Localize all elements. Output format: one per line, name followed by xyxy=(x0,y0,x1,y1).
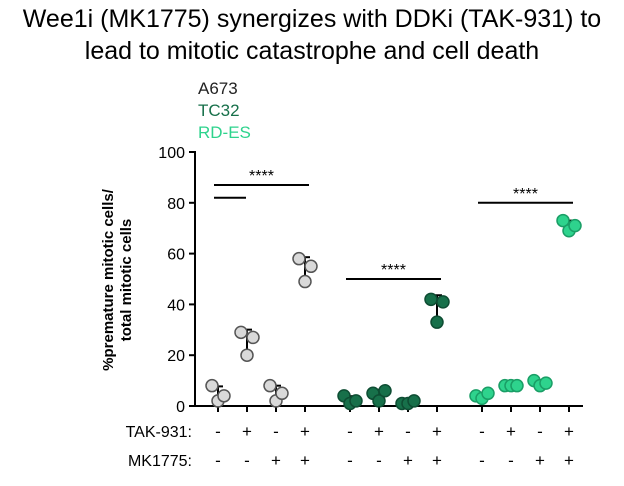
data-point xyxy=(430,315,444,329)
data-point xyxy=(481,386,495,401)
y-tick-label: 0 xyxy=(176,399,185,416)
condition-sign: + xyxy=(564,451,574,470)
data-point xyxy=(372,394,386,408)
y-tick-label: 100 xyxy=(158,145,185,162)
data-point xyxy=(510,378,524,393)
data-point xyxy=(275,386,289,401)
condition-sign: + xyxy=(432,422,442,441)
data-point xyxy=(424,292,438,307)
condition-sign: - xyxy=(273,422,279,441)
data-point xyxy=(292,251,306,266)
data-point xyxy=(407,394,421,408)
condition-sign: - xyxy=(244,451,250,470)
condition-sign: - xyxy=(479,422,485,441)
legend-entry: TC32 xyxy=(198,101,240,120)
condition-sign: - xyxy=(215,422,221,441)
condition-sign: - xyxy=(479,451,485,470)
condition-sign: - xyxy=(347,422,353,441)
condition-sign: + xyxy=(242,422,252,441)
significance-label: **** xyxy=(381,262,406,279)
condition-row-label: MK1775: xyxy=(128,453,192,470)
y-axis-label-line-2: total mitotic cells xyxy=(118,219,135,342)
legend-entry: A673 xyxy=(198,79,238,98)
condition-sign: + xyxy=(564,422,574,441)
chart-title-line-1: Wee1i (MK1775) synergizes with DDKi (TAK… xyxy=(22,5,602,33)
condition-sign: - xyxy=(376,451,382,470)
x-condition-labels: TAK-931: MK1775: - - + - - + + + - - + - - + + + - - + - - + + + xyxy=(126,422,574,470)
data-point xyxy=(539,376,553,390)
data-point xyxy=(246,330,260,345)
condition-sign: + xyxy=(506,422,516,441)
y-axis-label-line-1: %premature mitotic cells/ xyxy=(100,188,117,371)
condition-sign: + xyxy=(271,451,281,470)
condition-sign: + xyxy=(300,422,310,441)
legend: A673 TC32 RD-ES xyxy=(198,79,251,142)
data-point xyxy=(436,295,450,309)
legend-entry: RD-ES xyxy=(198,123,251,142)
data-point xyxy=(378,384,392,398)
condition-sign: - xyxy=(215,451,221,470)
condition-sign: + xyxy=(403,451,413,470)
data-point xyxy=(263,378,277,393)
condition-sign: + xyxy=(535,451,545,470)
data-point xyxy=(240,348,254,362)
condition-row-label: TAK-931: xyxy=(126,424,192,441)
condition-sign: - xyxy=(537,422,543,441)
y-tick-label: 20 xyxy=(167,348,185,365)
y-tick-label: 40 xyxy=(167,297,185,314)
data-point xyxy=(349,394,363,408)
data-point xyxy=(556,213,570,228)
plot-area: **** **** **** xyxy=(205,168,582,411)
data-point xyxy=(234,325,248,340)
condition-sign: - xyxy=(508,451,514,470)
y-tick-label: 60 xyxy=(167,247,185,264)
data-point xyxy=(304,259,318,274)
data-point xyxy=(298,274,312,289)
condition-sign: - xyxy=(405,422,411,441)
data-point xyxy=(568,218,582,233)
y-tick-label: 80 xyxy=(167,196,185,213)
data-point xyxy=(217,389,231,403)
condition-sign: + xyxy=(374,422,384,441)
data-point xyxy=(205,378,219,393)
condition-sign: + xyxy=(432,451,442,470)
condition-sign: + xyxy=(300,451,310,470)
significance-label: **** xyxy=(249,168,274,185)
chart-title-line-2: lead to mitotic catastrophe and cell dea… xyxy=(84,37,540,65)
condition-sign: - xyxy=(347,451,353,470)
significance-label: **** xyxy=(513,186,538,203)
